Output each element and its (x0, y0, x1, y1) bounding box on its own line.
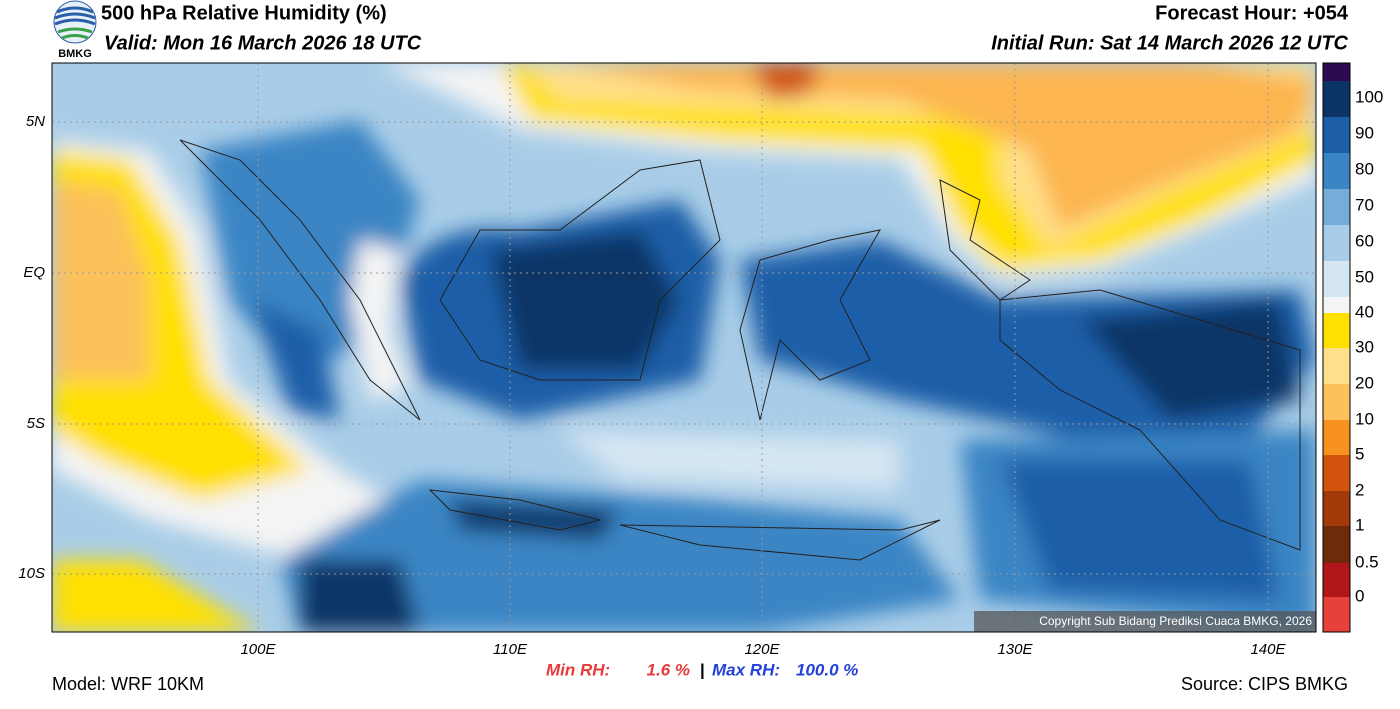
colorbar-swatch (1323, 297, 1350, 313)
colorbar-labels: 100 90 80 70 60 50 40 30 20 10 5 2 1 0.5 0 (1355, 87, 1383, 605)
colorbar-label: 50 (1355, 267, 1374, 286)
lat-grid-lines (52, 63, 1316, 632)
colorbar-swatch (1323, 420, 1350, 455)
colorbar-swatch (1323, 526, 1350, 563)
lat-label: 5N (26, 113, 45, 130)
colorbar-swatch (1323, 63, 1350, 81)
colorbar-label: 100 (1355, 87, 1383, 106)
colorbar-label: 40 (1355, 302, 1374, 321)
model: Model: WRF 10KM (52, 674, 204, 694)
colorbar-swatch (1323, 117, 1350, 153)
colorbar-swatch (1323, 225, 1350, 261)
coastlines (179, 139, 1301, 561)
colorbar-frame (1322, 62, 1351, 633)
colorbar-swatch (1323, 313, 1350, 348)
logo-text: BMKG (58, 48, 92, 60)
lon-label: 120E (744, 641, 780, 658)
max-rh-label: Max RH: (712, 660, 780, 679)
colorbar-swatch (1323, 563, 1350, 597)
colorbar-swatch (1323, 153, 1350, 189)
colorbar-swatch (1323, 491, 1350, 526)
colorbar-label: 90 (1355, 123, 1374, 142)
colorbar-label: 0 (1355, 586, 1364, 605)
colorbar-swatch (1323, 81, 1350, 117)
lon-label: 140E (1250, 641, 1286, 658)
colorbar-swatch (1323, 597, 1350, 632)
colorbar-swatch (1323, 261, 1350, 297)
colorbar-label: 80 (1355, 159, 1374, 178)
lat-labels: 5N EQ 5S 10S (18, 113, 45, 582)
min-rh: 1.6 % (647, 660, 690, 679)
lon-label: 130E (997, 641, 1033, 658)
forecast-hour: Forecast Hour: +054 (1155, 2, 1349, 24)
separator: | (700, 660, 705, 679)
min-rh-label: Min RH: (546, 660, 610, 679)
copyright-box (974, 611, 1316, 632)
colorbar-label: 0.5 (1355, 552, 1379, 571)
map-frame (51, 62, 1317, 633)
valid-time: Valid: Mon 16 March 2026 18 UTC (104, 32, 422, 54)
max-rh: 100.0 % (796, 660, 858, 679)
lon-labels: 100E 110E 120E 130E 140E (240, 641, 1286, 658)
bmkg-logo: BMKG (53, 0, 97, 60)
colorbar-swatch (1323, 455, 1350, 491)
source: Source: CIPS BMKG (1181, 674, 1348, 694)
initial-run: Initial Run: Sat 14 March 2026 12 UTC (991, 32, 1348, 54)
colorbar-label: 10 (1355, 409, 1374, 428)
lon-label: 100E (240, 641, 276, 658)
colorbar-label: 60 (1355, 231, 1374, 250)
colorbar-label: 70 (1355, 195, 1374, 214)
colorbar-label: 30 (1355, 337, 1374, 356)
humidity-field: Copyright Sub Bidang Prediksi Cuaca BMKG… (52, 63, 1316, 632)
colorbar-swatch (1323, 189, 1350, 225)
lon-label: 110E (493, 641, 528, 658)
lat-label: 10S (18, 565, 45, 582)
colorbar-label: 5 (1355, 444, 1364, 463)
title: 500 hPa Relative Humidity (%) (101, 2, 387, 24)
colorbar-label: 20 (1355, 373, 1374, 392)
lat-label: EQ (23, 264, 45, 281)
colorbar-label: 1 (1355, 515, 1364, 534)
colorbar-label: 2 (1355, 480, 1364, 499)
colorbar-swatch (1323, 348, 1350, 384)
copyright: Copyright Sub Bidang Prediksi Cuaca BMKG… (1039, 614, 1312, 628)
colorbar (1322, 62, 1351, 633)
colorbar-swatch (1323, 384, 1350, 420)
lat-label: 5S (27, 415, 45, 432)
